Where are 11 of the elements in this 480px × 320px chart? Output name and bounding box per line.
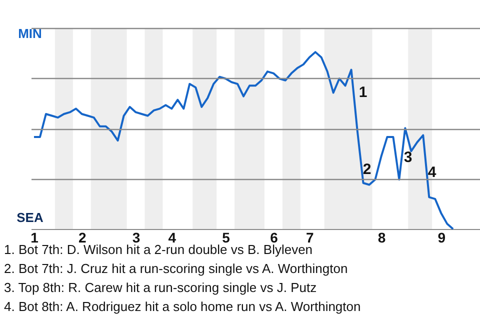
- annotation: SEA: [16, 210, 44, 225]
- text: MIN: [18, 26, 42, 41]
- annotation: 1: [358, 84, 368, 101]
- x-tick-label: 9: [438, 230, 446, 246]
- x-tick-label: 8: [378, 230, 386, 246]
- annotation: 3: [404, 149, 412, 166]
- text: 2. Bot 7th: J. Cruz hit a run-scoring single vs A. Worthington: [4, 260, 349, 278]
- annotation: 2: [362, 161, 372, 178]
- annotation: 4: [428, 164, 437, 181]
- text: 4. Bot 8th: A. Rodriguez hit a solo home run vs A. Worthington: [4, 298, 361, 316]
- text: 3. Top 8th: R. Carew hit a run-scoring single vs J. Putz: [4, 279, 318, 297]
